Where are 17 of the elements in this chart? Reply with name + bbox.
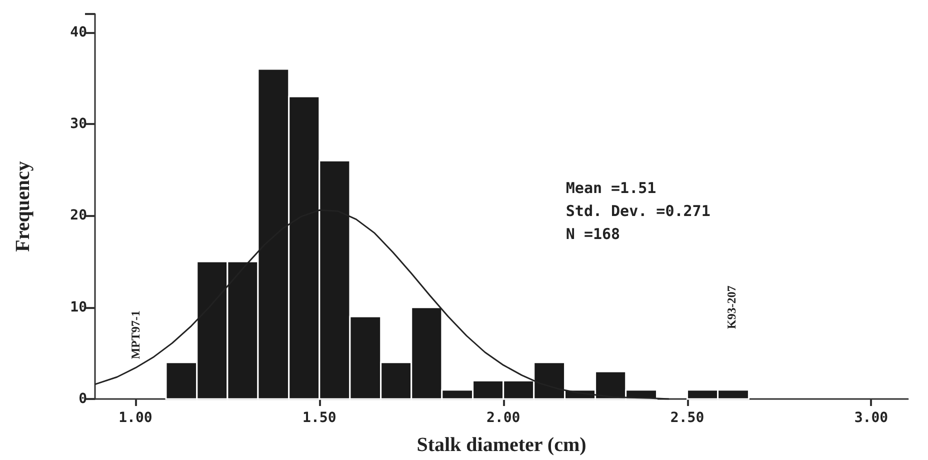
- annotation: MPT97-1: [128, 310, 142, 360]
- y-tick-label: 10: [70, 299, 87, 316]
- y-tick-label: 30: [70, 116, 87, 132]
- x-tick-label: 3.00: [854, 410, 888, 426]
- annotation: N =168: [566, 225, 620, 243]
- annotation: Std. Dev. =0.271: [566, 202, 710, 220]
- x-tick-label: 2.50: [670, 410, 704, 426]
- y-axis-title: Frequency: [12, 161, 34, 252]
- y-tick-label: 0: [78, 391, 87, 407]
- x-axis-title: Stalk diameter (cm): [416, 434, 586, 456]
- x-tick-label: 2.00: [486, 410, 520, 426]
- x-tick-label: 1.00: [118, 410, 152, 426]
- annotation: K93-207: [724, 286, 738, 330]
- annotation: Mean =1.51: [566, 179, 656, 198]
- y-tick-label: 40: [70, 24, 87, 40]
- y-tick-label: 20: [70, 208, 87, 224]
- x-tick-label: 1.50: [302, 410, 336, 426]
